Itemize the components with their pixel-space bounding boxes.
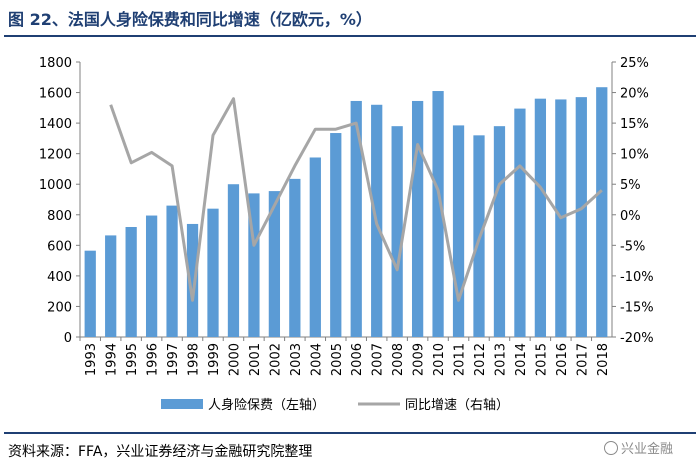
bar: [309, 157, 321, 337]
title-divider: [4, 35, 696, 37]
footer-divider: [4, 432, 696, 434]
left-tick-label: 800: [47, 209, 72, 224]
x-tick-label: 1998: [187, 343, 202, 376]
chart-title: 图 22、法国人身险保费和同比增速（亿欧元，%）: [8, 10, 372, 29]
x-tick-label: 2009: [412, 343, 427, 376]
bar: [145, 215, 158, 337]
left-tick-label: 1400: [39, 117, 72, 132]
right-tick-label: 10%: [620, 148, 649, 163]
x-tick-label: 2006: [350, 343, 365, 376]
bar: [186, 223, 199, 337]
source-note: 资料来源：FFA，兴业证券经济与金融研究院整理: [8, 444, 313, 460]
bar: [84, 250, 96, 337]
bar: [330, 133, 342, 337]
right-tick-label: 20%: [620, 87, 649, 102]
x-tick-label: 1993: [84, 343, 99, 376]
watermark: 兴业金融: [604, 438, 673, 457]
legend-bar-swatch: [161, 399, 203, 409]
x-tick-label: 2012: [473, 343, 488, 376]
x-tick-label: 2007: [371, 343, 386, 376]
left-tick-label: 1200: [39, 148, 72, 163]
bar: [514, 108, 526, 337]
x-tick-label: 2013: [494, 343, 509, 376]
x-tick-label: 2017: [575, 343, 590, 376]
legend-bar-label: 人身险保费（左轴）: [208, 397, 325, 413]
right-tick-label: 25%: [620, 56, 649, 71]
right-tick-label: 15%: [620, 117, 649, 132]
legend: 人身险保费（左轴） 同比增速（右轴）: [161, 397, 509, 413]
x-tick-label: 2008: [391, 343, 406, 376]
bar: [289, 178, 301, 337]
right-tick-label: -15%: [620, 300, 654, 315]
bar: [534, 98, 547, 338]
bar: [268, 191, 281, 337]
bar: [432, 91, 444, 338]
watermark-text: 兴业金融: [621, 442, 674, 457]
x-tick-label: 2011: [453, 343, 468, 376]
x-tick-label: 1995: [125, 343, 140, 376]
x-tick-label: 1999: [207, 343, 222, 376]
bar: [391, 126, 403, 338]
growth-line: [109, 97, 603, 302]
left-tick-label: 1800: [39, 56, 72, 71]
left-tick-label: 1600: [39, 87, 72, 102]
x-tick-label: 2002: [268, 343, 283, 376]
bar: [411, 100, 424, 337]
left-tick-label: 1000: [39, 178, 72, 193]
x-tick-label: 2004: [309, 343, 324, 376]
bar: [350, 100, 362, 337]
wechat-icon: [604, 441, 618, 455]
bar: [227, 184, 240, 337]
bar: [166, 205, 178, 337]
x-tick-label: 2016: [555, 343, 570, 376]
tick-labels: 0 200 400 600 800 1000 1200 1400 1600 1800 -20% -15…: [39, 56, 654, 376]
x-tick-label: 1994: [105, 343, 120, 376]
bar: [105, 235, 117, 337]
line-series: [109, 97, 603, 302]
x-tick-label: 2018: [596, 343, 611, 376]
bar: [452, 125, 465, 338]
bar: [248, 193, 260, 337]
right-tick-label: -20%: [620, 331, 654, 346]
bar: [125, 227, 137, 337]
bar: [207, 208, 219, 337]
x-tick-label: 2014: [514, 343, 529, 376]
legend-line-label: 同比增速（右轴）: [405, 398, 509, 413]
x-tick-label: 2005: [330, 343, 345, 376]
x-tick-label: 2000: [228, 343, 243, 376]
right-tick-label: -10%: [620, 270, 654, 285]
left-tick-label: 200: [47, 300, 72, 315]
left-tick-label: 600: [47, 239, 72, 254]
x-tick-label: 2001: [248, 343, 263, 376]
right-tick-label: 5%: [620, 178, 641, 193]
x-tick-label: 1997: [166, 343, 181, 376]
x-tick-label: 2010: [432, 343, 447, 376]
right-tick-label: -5%: [620, 239, 645, 254]
left-tick-label: 0: [64, 331, 72, 346]
bar: [493, 126, 506, 338]
x-tick-label: 1996: [146, 343, 161, 376]
bar: [596, 87, 608, 337]
bar: [575, 97, 587, 337]
left-tick-label: 400: [47, 270, 72, 285]
x-tick-label: 2015: [534, 343, 549, 376]
chart-canvas: 0 200 400 600 800 1000 1200 1400 1600 1800 -20% -15…: [39, 56, 654, 413]
x-tick-label: 2003: [289, 343, 304, 376]
right-tick-label: 0%: [620, 209, 641, 224]
